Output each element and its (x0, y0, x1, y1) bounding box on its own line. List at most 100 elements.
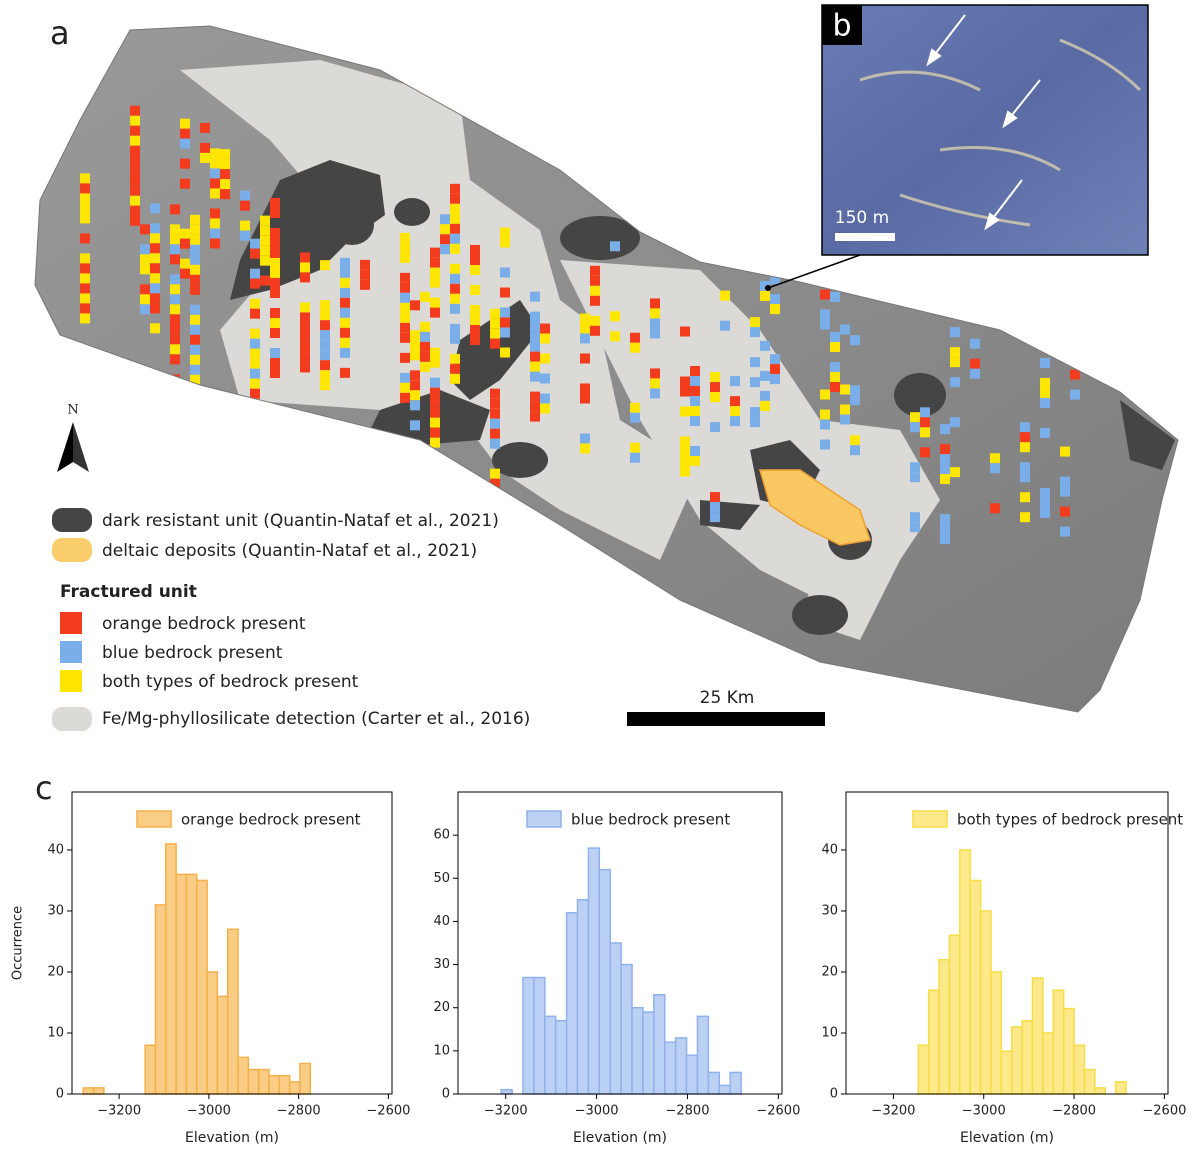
bedrock-cell (910, 462, 920, 473)
bedrock-cell (300, 352, 310, 363)
bedrock-cell (210, 238, 220, 249)
bar (1094, 1087, 1106, 1095)
bedrock-cell (610, 311, 620, 322)
bedrock-cell (430, 427, 440, 438)
bedrock-cell (760, 390, 770, 401)
bedrock-cell (710, 382, 720, 393)
bedrock-cell (690, 396, 700, 407)
y-tick-label: 50 (433, 871, 450, 886)
bedrock-cell (150, 323, 160, 334)
bedrock-cell (270, 247, 280, 258)
bedrock-cell (430, 417, 440, 428)
x-tick-label: −3000 (962, 1104, 1006, 1119)
y-axis-label: Occurrence (11, 906, 26, 980)
bedrock-cell (610, 331, 620, 342)
bedrock-cell (950, 357, 960, 368)
bedrock-cell (270, 367, 280, 378)
bedrock-cell (240, 200, 250, 211)
bedrock-cell (410, 390, 420, 401)
bar (685, 1054, 699, 1095)
bedrock-cell (210, 188, 220, 199)
bedrock-cell (320, 350, 330, 361)
bedrock-cell (450, 353, 460, 364)
x-tick-label: −3200 (484, 1104, 528, 1119)
bedrock-cell (80, 173, 90, 184)
bedrock-cell (150, 263, 160, 274)
bedrock-cell (1060, 476, 1070, 487)
deltaic-deposits (759, 469, 871, 546)
bedrock-cell (130, 115, 140, 126)
bedrock-cell (1060, 486, 1070, 497)
bar (1021, 1020, 1034, 1095)
bar (927, 989, 940, 1095)
bedrock-cell (540, 323, 550, 334)
bedrock-cell (970, 358, 980, 369)
bedrock-cell (530, 291, 540, 302)
bedrock-cell (220, 179, 230, 190)
bedrock-cell (450, 373, 460, 384)
bedrock-cell (580, 323, 590, 334)
bedrock-cell (400, 312, 410, 323)
bedrock-cell (580, 353, 590, 364)
bedrock-cell (400, 272, 410, 283)
bedrock-cell (400, 322, 410, 333)
bar (522, 976, 535, 1095)
bedrock-cell (850, 445, 860, 456)
bedrock-cell (630, 342, 640, 353)
bedrock-cell (680, 376, 690, 387)
bedrock-cell (990, 503, 1000, 514)
bar (257, 1068, 270, 1095)
bedrock-cell (590, 285, 600, 296)
bedrock-cell (420, 351, 430, 362)
bedrock-cell (530, 411, 540, 422)
bedrock-cell (1020, 462, 1030, 473)
bedrock-cell (250, 248, 260, 259)
bedrock-cell (590, 265, 600, 276)
bedrock-cell (250, 298, 260, 309)
bedrock-cell (340, 367, 350, 378)
bedrock-cell (340, 347, 350, 358)
bedrock-cell (690, 456, 700, 467)
bedrock-cell (150, 203, 160, 214)
bedrock-cell (500, 227, 510, 238)
histogram: blue bedrock present −3200 −3000 −2800 −2600… (433, 791, 800, 1146)
bar (299, 1062, 312, 1095)
histogram: both types of bedrock present −3200 −3000 −… (821, 791, 1186, 1146)
bedrock-cell (250, 358, 260, 369)
bedrock-cell (250, 278, 260, 289)
bedrock-cell (170, 244, 180, 255)
bedrock-cell (130, 205, 140, 216)
bar (620, 963, 633, 1095)
bedrock-cell (80, 313, 90, 324)
y-tick-label: 10 (47, 1025, 64, 1040)
bar (82, 1087, 95, 1095)
bedrock-cell (750, 417, 760, 428)
bedrock-cell (920, 427, 930, 438)
bedrock-cell (680, 386, 690, 397)
bedrock-cell (830, 331, 840, 342)
bedrock-cell (210, 158, 220, 169)
bedrock-cell (430, 437, 440, 448)
bedrock-cell (750, 377, 760, 388)
y-tick-label: 30 (821, 903, 838, 918)
bedrock-cell (530, 331, 540, 342)
x-tick-label: −2800 (1052, 1104, 1096, 1119)
legend-swatch (136, 810, 172, 828)
bedrock-cell (590, 295, 600, 306)
bar (598, 868, 611, 1095)
bedrock-cell (210, 178, 220, 189)
legend-swatch (52, 538, 92, 562)
bedrock-cell (430, 387, 440, 398)
bedrock-cell (710, 372, 720, 383)
y-tick-label: 20 (433, 1000, 450, 1015)
bedrock-cell (320, 300, 330, 311)
bedrock-cell (430, 407, 440, 418)
bedrock-cell (450, 233, 460, 244)
bedrock-cell (470, 254, 480, 265)
bedrock-cell (450, 213, 460, 224)
bedrock-cell (180, 118, 190, 129)
bedrock-cell (490, 438, 500, 449)
bedrock-cell (450, 323, 460, 334)
bedrock-cell (300, 302, 310, 313)
bedrock-cell (80, 263, 90, 274)
